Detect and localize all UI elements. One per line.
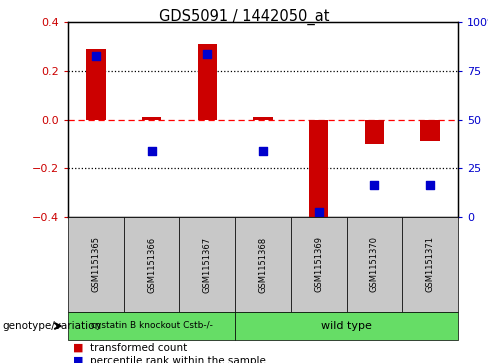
Bar — [365, 119, 384, 144]
Point — [370, 183, 378, 188]
Text: GSM1151368: GSM1151368 — [259, 236, 267, 293]
Bar — [420, 119, 440, 142]
Bar — [142, 117, 162, 119]
Text: ■: ■ — [73, 343, 83, 353]
Bar — [86, 49, 105, 119]
Point — [426, 183, 434, 188]
Point — [315, 209, 323, 215]
Text: transformed count: transformed count — [90, 343, 187, 353]
Bar — [198, 44, 217, 119]
Text: GSM1151370: GSM1151370 — [370, 237, 379, 293]
Point — [259, 148, 267, 154]
Text: genotype/variation: genotype/variation — [2, 321, 102, 331]
Text: GDS5091 / 1442050_at: GDS5091 / 1442050_at — [159, 9, 329, 25]
Text: ■: ■ — [73, 356, 83, 363]
Bar — [253, 117, 273, 119]
Point — [203, 51, 211, 57]
Text: GSM1151369: GSM1151369 — [314, 237, 323, 293]
Text: GSM1151367: GSM1151367 — [203, 236, 212, 293]
Text: percentile rank within the sample: percentile rank within the sample — [90, 356, 266, 363]
Text: wild type: wild type — [321, 321, 372, 331]
Point — [148, 148, 156, 154]
Text: GSM1151366: GSM1151366 — [147, 236, 156, 293]
Text: GSM1151365: GSM1151365 — [91, 237, 101, 293]
Text: cystatin B knockout Cstb-/-: cystatin B knockout Cstb-/- — [91, 322, 212, 330]
Bar — [309, 119, 328, 220]
Text: GSM1151371: GSM1151371 — [426, 237, 435, 293]
Point — [92, 53, 100, 59]
